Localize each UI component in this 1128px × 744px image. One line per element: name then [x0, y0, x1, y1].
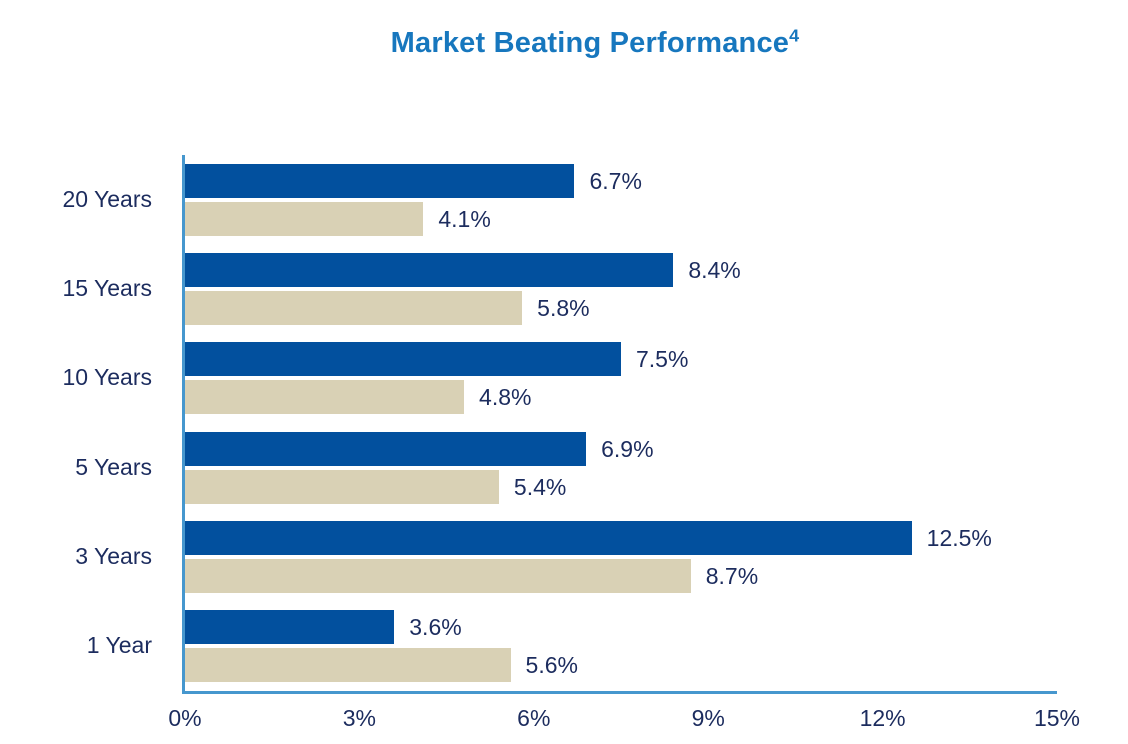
- bar-tan: [185, 559, 691, 593]
- x-tick-label: 9%: [691, 705, 725, 731]
- value-label: 4.1%: [438, 205, 491, 232]
- bar-tan: [185, 291, 523, 325]
- category-label: 10 Years: [62, 364, 152, 391]
- value-label: 4.8%: [479, 384, 532, 411]
- bar-tan: [185, 380, 465, 415]
- category-label: 3 Years: [75, 543, 152, 569]
- chart-title-text: Market Beating Performance: [390, 27, 790, 59]
- bar-tan: [185, 648, 511, 683]
- value-label: 7.5%: [636, 346, 689, 373]
- chart-title: Market Beating Performance4: [0, 25, 1128, 60]
- value-label: 5.6%: [525, 652, 578, 679]
- category-label: 15 Years: [62, 275, 152, 301]
- x-tick-label: 3%: [342, 705, 377, 731]
- value-label: 5.4%: [513, 473, 567, 500]
- bar-blue: [185, 342, 621, 377]
- x-tick-label: 15%: [1033, 705, 1081, 731]
- value-label: 6.9%: [601, 435, 654, 462]
- plot-area: 6.7% 4.1% 8.4% 5.8% 7.5% 4.8% 6.9% 5.4% 12.5% 8.7…: [168, 155, 1080, 731]
- y-axis-labels: 20 Years 15 Years 10 Years 5 Years 3 Years 1 …: [0, 155, 152, 691]
- value-label: 8.4%: [688, 257, 741, 283]
- bar-tan: [185, 469, 499, 504]
- value-label: 12.5%: [926, 525, 992, 551]
- value-label: 5.8%: [537, 295, 590, 321]
- x-tick-label: 0%: [168, 705, 202, 731]
- bar-blue: [185, 253, 674, 287]
- bar-blue: [185, 431, 587, 466]
- bar-blue: [185, 610, 395, 645]
- chart-title-superscript: 4: [789, 25, 800, 46]
- bar-blue: [185, 521, 912, 555]
- bar-blue: [185, 163, 575, 198]
- x-tick-label: 12%: [859, 705, 906, 731]
- category-label: 5 Years: [75, 453, 152, 480]
- value-label: 3.6%: [409, 614, 462, 641]
- category-label: 1 Year: [86, 632, 152, 659]
- value-label: 6.7%: [589, 167, 642, 194]
- value-label: 8.7%: [705, 563, 759, 589]
- bar-tan: [185, 201, 424, 236]
- x-tick-label: 6%: [517, 705, 551, 731]
- category-label: 20 Years: [62, 185, 152, 212]
